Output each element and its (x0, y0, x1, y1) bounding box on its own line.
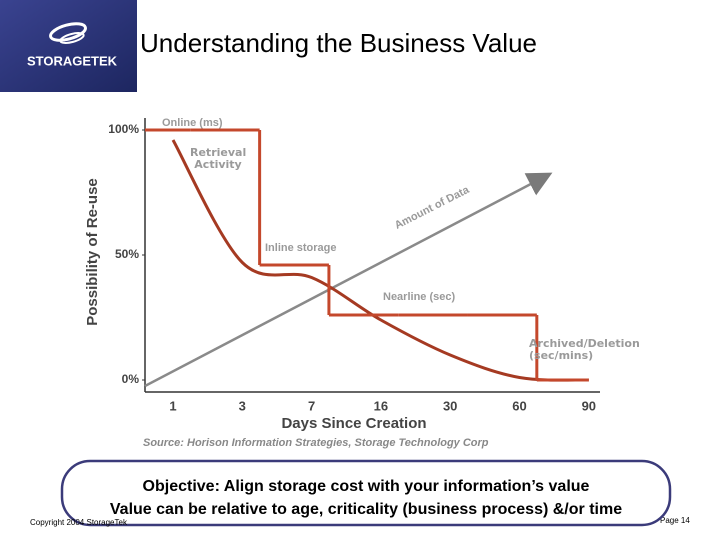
slide-title: Understanding the Business Value (140, 28, 537, 58)
y-axis-label: Possibility of Re-use (84, 178, 101, 326)
x-tick-label: 1 (169, 398, 176, 413)
x-tick-label: 7 (308, 398, 315, 413)
logo-text: STORAGETEK (27, 53, 118, 68)
x-tick-label: 30 (443, 398, 457, 413)
tier-label: Archived/Deletion (sec/mins) (529, 337, 640, 362)
y-tick-label: 0% (122, 372, 140, 386)
activity-curve (171, 139, 589, 382)
logo-swoosh (59, 32, 85, 44)
objective-box (60, 459, 672, 527)
x-axis-label: Days Since Creation (281, 415, 426, 432)
y-tick-label: 50% (115, 247, 139, 261)
x-tick-label: 16 (374, 398, 388, 413)
x-tick-label: 90 (582, 398, 596, 413)
tier-label: Inline storage (265, 242, 337, 254)
logo-panel (0, 0, 137, 92)
series-label: Retrieval Activity (190, 146, 247, 171)
tier-label: Nearline (sec) (383, 291, 455, 303)
x-tick-label: 3 (239, 398, 246, 413)
copyright: Copyright 2004 StorageTek (30, 518, 128, 527)
logo-swoosh (49, 22, 87, 42)
y-tick-label: 100% (108, 122, 139, 136)
page-number: Page 14 (660, 516, 690, 525)
data-growth-arrow (144, 172, 553, 388)
objective-line: Value can be relative to age, criticalit… (110, 501, 622, 518)
x-tick-label: 60 (512, 398, 526, 413)
tier-label: Online (ms) (162, 117, 223, 129)
source-note: Source: Horison Information Strategies, … (143, 437, 489, 449)
arrow-label: Amount of Data (393, 184, 472, 232)
objective-line: Objective: Align storage cost with your … (143, 478, 590, 495)
